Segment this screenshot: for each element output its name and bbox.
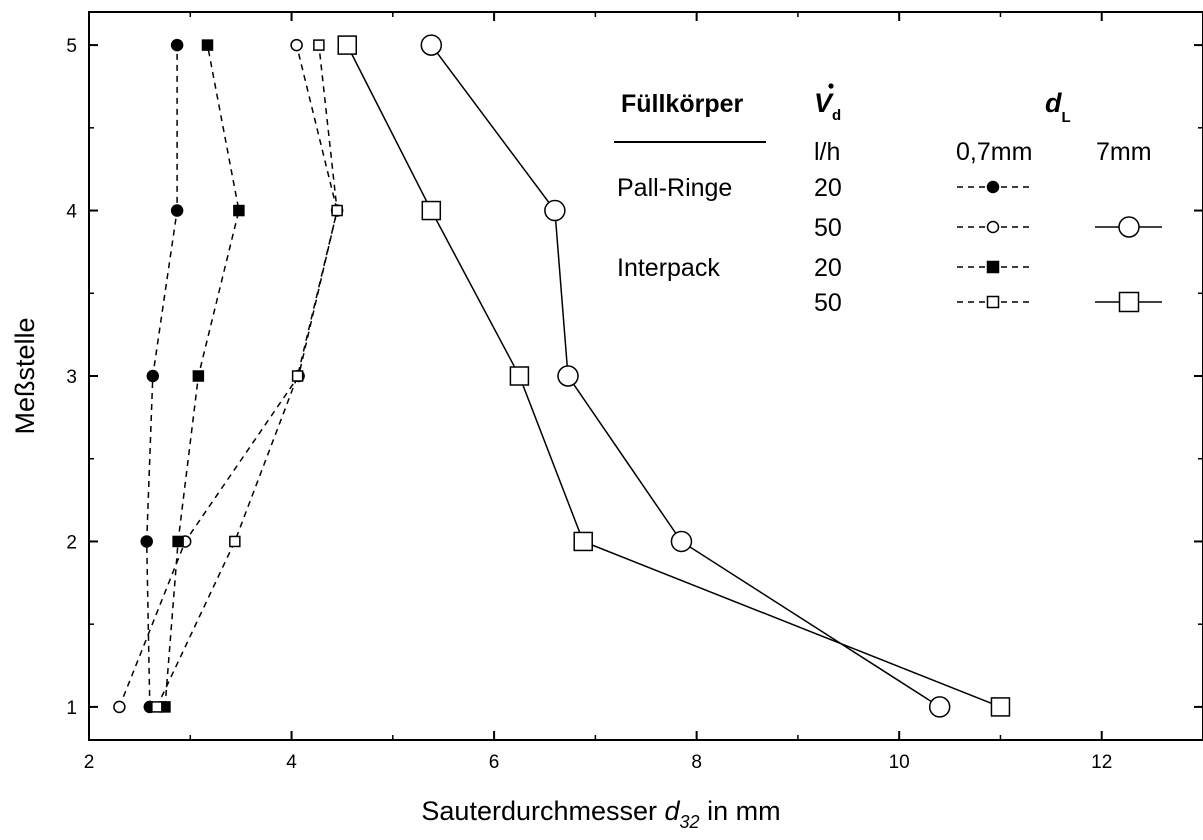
series-4-point-2 [229,535,241,548]
legend-header-dL: dL [1045,88,1071,126]
legend-row-2-flow: 50 [814,214,842,242]
series-6-point-2 [573,531,593,552]
legend-header-flow: Vd [814,88,841,124]
series-6-point-1 [990,697,1011,717]
y-tick-label-1: 1 [66,698,77,719]
series-5-point-1 [928,696,951,718]
y-tick-label-3: 3 [66,367,77,388]
series-2-point-5 [290,38,303,52]
series-5-point-5 [420,34,443,56]
legend-sample-pall50-large-marker [1118,216,1140,238]
x-axis-label-unit: in mm [700,796,781,826]
legend-sample-inter20-marker [986,260,1000,274]
series-5-point-3 [557,365,579,387]
legend-sample-inter50-large-marker [1118,291,1140,313]
x-tick-label-2: 2 [84,752,95,773]
series-4-point-5 [313,39,325,51]
series-3-point-4 [233,204,245,217]
x-axis-label-main: Sauterdurchmesser [421,796,664,826]
series-6-point-4 [421,200,442,221]
legend-dL-subscript: L [1062,109,1071,126]
y-tick-label-4: 4 [66,202,77,223]
legend-flow-dot [828,83,834,89]
series-4-line [156,45,338,708]
legend-row-4-flow: 50 [814,289,842,317]
series-6-point-5 [337,35,357,55]
series-4-point-3 [291,370,304,382]
y-tick-label-2: 2 [66,532,77,553]
legend-row-1-flow: 20 [814,174,842,202]
x-axis-label-symbol: d [665,796,681,826]
legend-sample-pall50-small-marker [986,220,1000,234]
legend-row-3-flow: 20 [814,254,842,282]
series-3-point-3 [192,370,205,382]
legend-dL-large: 7mm [1096,138,1152,166]
series-3-point-2 [172,535,184,548]
legend-row-1-packing: Pall-Ringe [617,174,732,202]
legend-sample-inter50-small-marker [986,295,1000,309]
series-5-line [430,44,941,708]
series-2-point-1 [113,700,126,714]
legend-flow-subscript: d [832,107,841,124]
series-1-point-5 [170,38,184,52]
series-markers [113,34,1011,718]
legend-row-3-packing: Interpack [617,254,720,282]
series-1-point-4 [170,204,184,217]
y-tick-label-5: 5 [66,36,77,57]
y-axis-label: Meßstelle [10,317,40,434]
series-3-point-5 [201,39,214,51]
series-1-point-3 [146,369,160,383]
legend: Füllkörper Vd dL l/h 0,7mm 7mm Pall-Ring… [614,83,1162,317]
x-tick-label-10: 10 [889,752,910,773]
series-4-point-1 [151,701,163,713]
legend-sample-pall20-marker [986,180,1000,194]
series-5-point-2 [670,530,693,553]
legend-dL-symbol: d [1045,88,1062,118]
x-tick-label-8: 8 [691,752,702,773]
x-tick-label-4: 4 [286,752,297,773]
x-tick-label-12: 12 [1091,752,1112,773]
series-4-point-4 [331,204,343,217]
x-axis-label-subscript: 32 [680,812,700,832]
plot-frame [88,11,1203,741]
data-layer [113,34,1011,718]
x-axis-label: Sauterdurchmesser d32 in mm [421,796,780,832]
legend-flow-symbol: V [814,88,834,118]
legend-header-packing: Füllkörper [621,90,744,118]
legend-unit-flow: l/h [814,138,840,166]
series-5-point-4 [544,199,566,222]
x-tick-label-6: 6 [489,752,500,773]
series-1-point-2 [140,535,153,548]
series-6-line [346,44,1001,708]
legend-dL-small: 0,7mm [956,138,1032,166]
series-6-point-3 [509,366,530,386]
